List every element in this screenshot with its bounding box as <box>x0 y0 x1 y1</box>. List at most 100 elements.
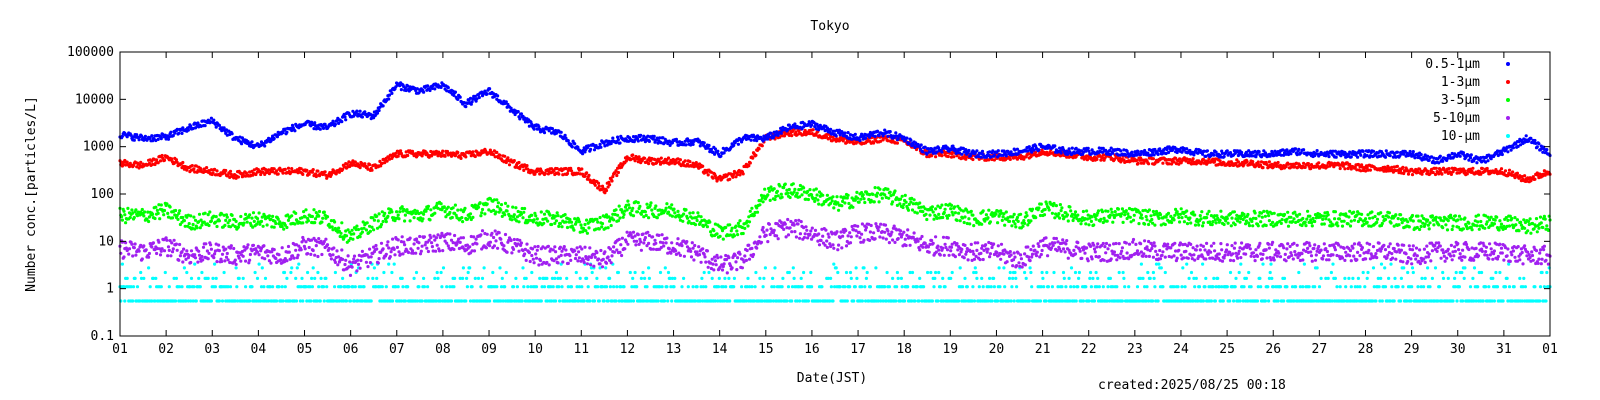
data-point <box>665 236 669 240</box>
data-point <box>642 299 646 303</box>
data-point <box>600 225 604 229</box>
data-point <box>883 223 888 227</box>
data-point <box>641 270 645 275</box>
data-point <box>1485 253 1489 257</box>
data-point <box>631 206 635 210</box>
data-point <box>165 202 169 206</box>
data-point <box>635 210 640 214</box>
data-point <box>1406 270 1410 275</box>
data-point <box>747 243 751 247</box>
data-point <box>1180 285 1184 289</box>
data-point <box>237 256 241 260</box>
data-point <box>1061 238 1065 242</box>
data-point <box>368 247 372 251</box>
data-point <box>581 258 586 262</box>
data-point <box>1531 299 1535 303</box>
data-point <box>860 285 864 289</box>
data-point <box>217 219 221 223</box>
data-point <box>1116 207 1120 211</box>
data-point <box>846 193 850 197</box>
data-point <box>353 285 357 289</box>
data-point <box>1177 215 1181 220</box>
data-point <box>133 276 137 280</box>
data-point <box>743 226 747 230</box>
data-point <box>1001 299 1005 303</box>
data-point <box>943 285 947 289</box>
data-point <box>1039 252 1043 257</box>
data-point <box>910 208 915 212</box>
data-point <box>1383 285 1388 289</box>
data-point <box>140 207 144 212</box>
data-point <box>747 285 752 289</box>
data-point <box>225 215 229 219</box>
data-point <box>183 252 187 256</box>
data-point <box>1176 285 1180 289</box>
data-point <box>139 270 143 275</box>
data-point <box>184 299 188 303</box>
data-point <box>735 229 739 233</box>
data-point <box>995 250 999 255</box>
data-point <box>560 249 564 253</box>
data-point <box>1222 256 1226 260</box>
data-point <box>1324 276 1328 280</box>
data-point <box>904 243 908 248</box>
data-point <box>162 213 166 217</box>
data-point <box>1016 251 1020 255</box>
data-point <box>433 211 437 215</box>
data-point <box>699 285 703 289</box>
data-point <box>344 258 348 262</box>
data-point <box>600 265 605 269</box>
data-point <box>403 213 407 217</box>
data-point <box>579 223 583 227</box>
data-point <box>1026 245 1030 249</box>
data-point <box>750 246 754 250</box>
data-point <box>211 276 215 280</box>
data-point <box>1092 223 1096 227</box>
data-point <box>945 248 950 252</box>
data-point <box>864 228 868 232</box>
data-point <box>317 209 322 214</box>
data-point <box>280 246 284 250</box>
data-point <box>132 215 136 220</box>
data-point <box>633 234 637 238</box>
data-point <box>1203 248 1207 252</box>
data-point <box>759 240 764 244</box>
data-point <box>376 261 380 265</box>
data-point <box>1120 246 1124 250</box>
data-point <box>204 242 208 246</box>
data-point <box>1313 285 1317 289</box>
data-point <box>895 285 899 289</box>
data-point <box>709 230 713 234</box>
data-point <box>558 221 563 226</box>
data-point <box>1230 244 1234 248</box>
data-point <box>986 247 990 251</box>
data-point <box>1437 285 1442 289</box>
data-point <box>1542 285 1546 289</box>
data-point <box>1024 276 1028 280</box>
data-point <box>790 285 795 289</box>
data-point <box>806 299 811 303</box>
data-point <box>1015 285 1019 289</box>
data-point <box>874 266 878 270</box>
data-point <box>1123 285 1127 289</box>
data-point <box>1040 248 1044 253</box>
data-point <box>1232 246 1236 250</box>
data-point <box>566 261 570 265</box>
data-point <box>1348 249 1353 253</box>
data-point <box>532 261 536 265</box>
data-point <box>1266 285 1270 289</box>
data-point <box>180 285 184 289</box>
data-point <box>546 219 550 223</box>
data-point <box>843 285 847 289</box>
data-point <box>1203 285 1207 289</box>
data-point <box>664 206 668 210</box>
data-point <box>320 252 324 257</box>
data-point <box>495 285 499 289</box>
data-point <box>1251 251 1256 255</box>
data-point <box>814 187 818 191</box>
data-point <box>299 285 303 289</box>
data-point <box>830 199 834 203</box>
data-point <box>1114 241 1118 246</box>
data-point <box>778 184 782 188</box>
data-point <box>1189 221 1193 225</box>
